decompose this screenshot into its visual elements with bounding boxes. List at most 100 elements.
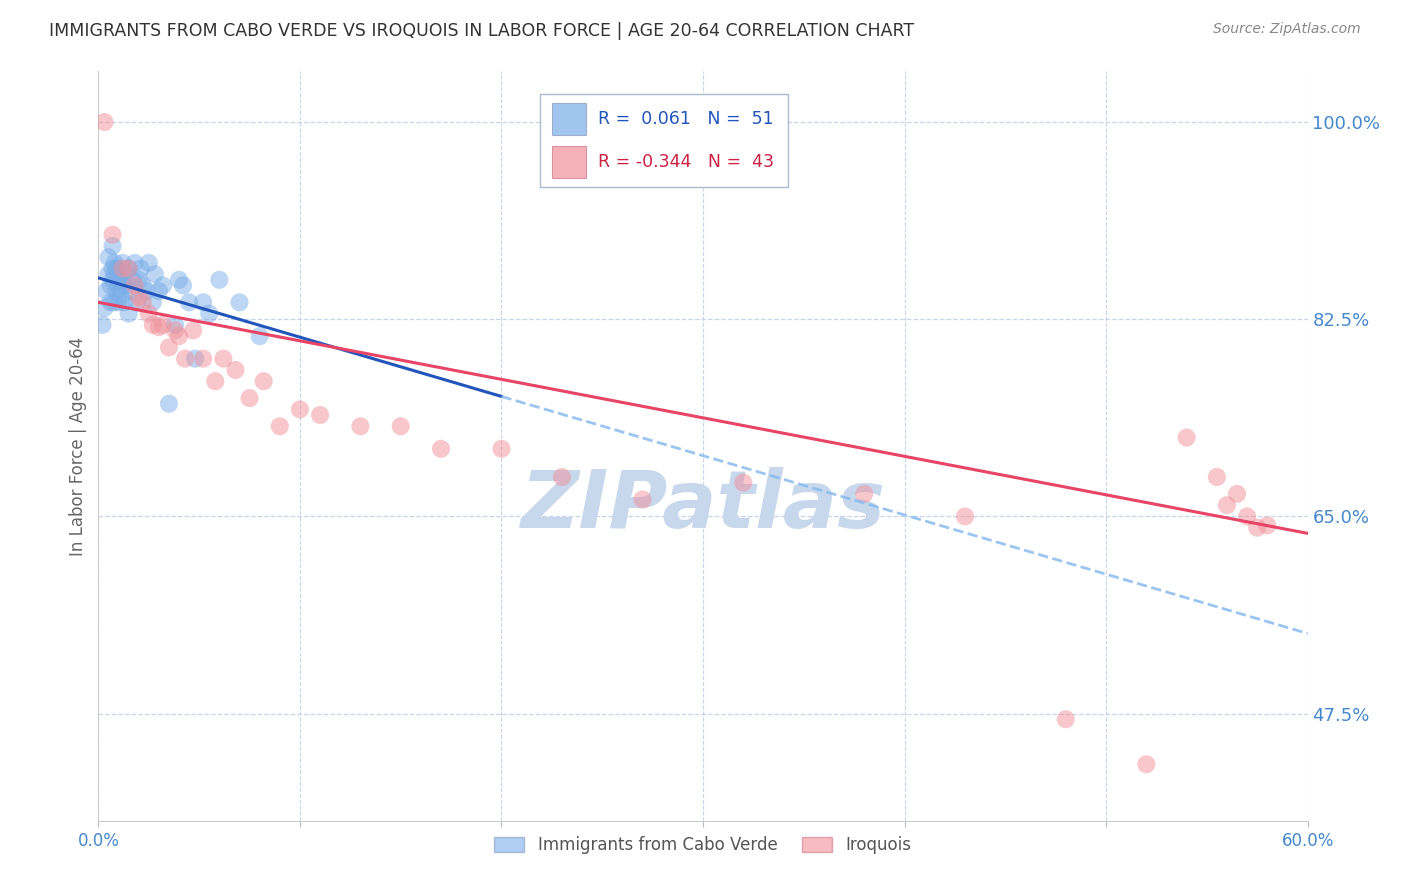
- Point: [1054, 712, 1077, 726]
- Point: [198, 307, 221, 321]
- Text: R =  0.061   N =  51: R = 0.061 N = 51: [598, 110, 773, 128]
- Point: [204, 374, 226, 388]
- Point: [115, 278, 138, 293]
- Legend: Immigrants from Cabo Verde, Iroquois: Immigrants from Cabo Verde, Iroquois: [488, 830, 918, 861]
- Point: [114, 295, 136, 310]
- Point: [100, 278, 122, 293]
- Y-axis label: In Labor Force | Age 20-64: In Labor Force | Age 20-64: [69, 336, 87, 556]
- Point: [953, 509, 976, 524]
- Point: [142, 295, 165, 310]
- Text: 60.0%: 60.0%: [1281, 831, 1334, 850]
- Point: [121, 273, 143, 287]
- Point: [148, 320, 170, 334]
- Point: [1236, 509, 1258, 524]
- Point: [124, 278, 146, 293]
- Point: [430, 442, 453, 456]
- Point: [96, 284, 118, 298]
- Point: [111, 278, 134, 293]
- Point: [111, 256, 134, 270]
- Point: [733, 475, 755, 490]
- Point: [107, 261, 129, 276]
- Point: [110, 273, 132, 287]
- Point: [1206, 470, 1229, 484]
- Point: [181, 324, 204, 338]
- Point: [107, 278, 129, 293]
- Point: [135, 284, 157, 298]
- Point: [239, 391, 262, 405]
- Point: [110, 290, 132, 304]
- Point: [114, 267, 136, 281]
- Point: [349, 419, 371, 434]
- Point: [208, 273, 231, 287]
- Point: [132, 278, 155, 293]
- Text: ZIPatlas: ZIPatlas: [520, 467, 886, 545]
- Point: [118, 261, 141, 276]
- Point: [138, 307, 160, 321]
- Point: [551, 470, 574, 484]
- Point: [193, 351, 215, 366]
- Point: [491, 442, 513, 456]
- Point: [163, 318, 186, 332]
- Point: [853, 487, 876, 501]
- Point: [91, 318, 114, 332]
- Point: [167, 329, 190, 343]
- Point: [97, 250, 120, 264]
- Point: [1135, 757, 1157, 772]
- Point: [163, 324, 186, 338]
- Point: [152, 318, 174, 332]
- FancyBboxPatch shape: [551, 146, 586, 178]
- Point: [105, 261, 128, 276]
- Text: R = -0.344   N =  43: R = -0.344 N = 43: [598, 153, 773, 171]
- Point: [101, 261, 124, 276]
- Point: [125, 295, 148, 310]
- Point: [172, 278, 194, 293]
- Point: [184, 351, 207, 366]
- Point: [288, 402, 311, 417]
- Point: [1246, 521, 1268, 535]
- Point: [212, 351, 235, 366]
- Point: [105, 284, 128, 298]
- Point: [118, 307, 141, 321]
- Point: [129, 261, 152, 276]
- Point: [93, 115, 115, 129]
- Point: [228, 295, 250, 310]
- Point: [152, 278, 174, 293]
- Point: [157, 397, 180, 411]
- Point: [309, 408, 332, 422]
- Point: [1226, 487, 1249, 501]
- Point: [128, 273, 150, 287]
- Point: [100, 295, 122, 310]
- Point: [138, 256, 160, 270]
- Point: [124, 256, 146, 270]
- Point: [1175, 431, 1198, 445]
- Point: [224, 363, 246, 377]
- Point: [249, 329, 271, 343]
- Point: [111, 261, 134, 276]
- Point: [101, 227, 124, 242]
- Text: Source: ZipAtlas.com: Source: ZipAtlas.com: [1213, 22, 1361, 37]
- Point: [132, 295, 155, 310]
- Point: [103, 295, 125, 310]
- Point: [1256, 518, 1278, 533]
- Point: [148, 284, 170, 298]
- Text: IMMIGRANTS FROM CABO VERDE VS IROQUOIS IN LABOR FORCE | AGE 20-64 CORRELATION CH: IMMIGRANTS FROM CABO VERDE VS IROQUOIS I…: [49, 22, 914, 40]
- Point: [120, 284, 142, 298]
- FancyBboxPatch shape: [551, 103, 586, 135]
- FancyBboxPatch shape: [540, 94, 787, 187]
- Point: [101, 239, 124, 253]
- Point: [179, 295, 201, 310]
- Point: [174, 351, 197, 366]
- Point: [269, 419, 291, 434]
- Text: 0.0%: 0.0%: [77, 831, 120, 850]
- Point: [193, 295, 215, 310]
- Point: [93, 301, 115, 315]
- Point: [143, 267, 166, 281]
- Point: [118, 261, 141, 276]
- Point: [107, 295, 129, 310]
- Point: [103, 256, 125, 270]
- Point: [389, 419, 412, 434]
- Point: [97, 267, 120, 281]
- Point: [128, 290, 150, 304]
- Point: [101, 273, 124, 287]
- Point: [167, 273, 190, 287]
